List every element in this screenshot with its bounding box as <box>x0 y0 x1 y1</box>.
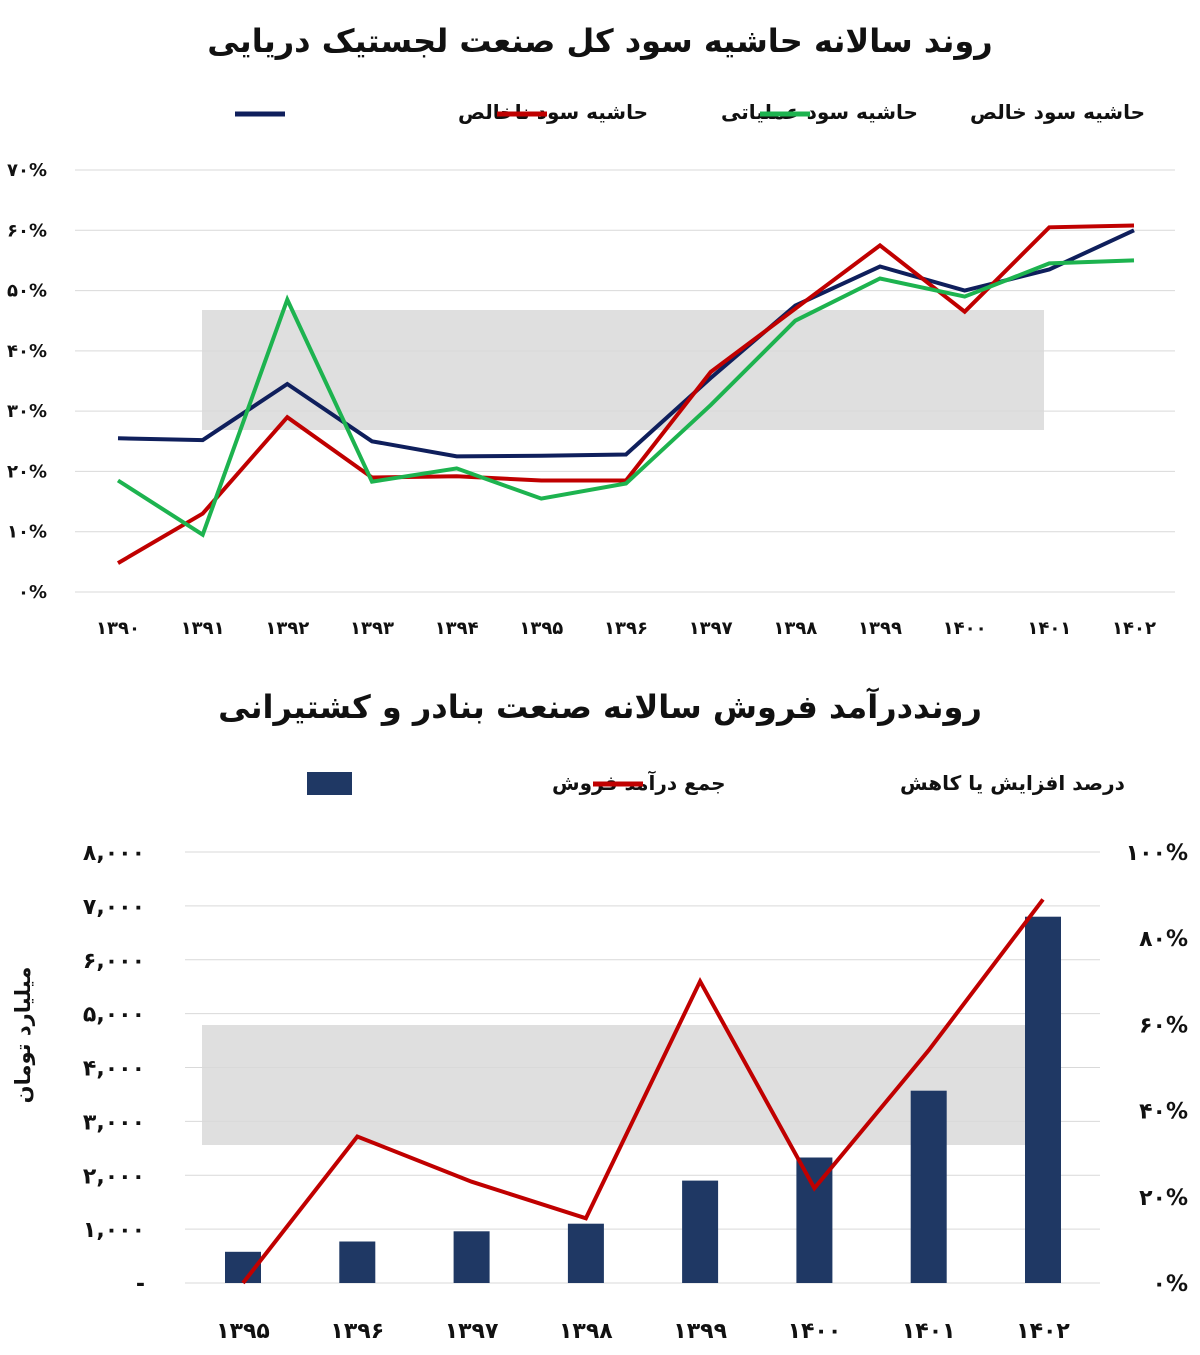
chart1-series-line-1 <box>116 223 1135 565</box>
chart2-bar <box>1025 916 1061 1283</box>
chart2-y-axis-label: میلیارد تومان <box>11 967 35 1104</box>
chart1-legend-label-gross: حاشیه سود ناخالص <box>458 100 648 124</box>
chart2-y2-tick-label: ۸۰% <box>1139 927 1188 952</box>
chart1-watermark <box>202 310 1044 430</box>
chart2-y-tick-label: ۴,۰۰۰ <box>83 1057 145 1082</box>
chart2-y-tick-label: ۳,۰۰۰ <box>83 1110 145 1135</box>
chart2-bar <box>682 1180 719 1283</box>
chart1-x-tick-label: ۱۴۰۱ <box>1027 618 1071 639</box>
chart1-y-tick-label: ۷۰% <box>7 160 47 181</box>
chart2-legend: جمع درآمد فروش درصد افزایش یا کاهش <box>307 770 1125 795</box>
chart1-legend-label-operating: حاشیه سود عملیاتی <box>721 100 918 124</box>
chart1-x-tick-label: ۱۳۹۸ <box>773 618 817 639</box>
chart1-title: روند سالانه حاشیه سود کل صنعت لجستیک دری… <box>207 22 992 60</box>
chart1-x-tick-label: ۱۳۹۰ <box>96 618 140 639</box>
chart2-y-tick-label: ۱,۰۰۰ <box>83 1218 145 1243</box>
chart1-y-tick-label: ۵۰% <box>7 281 47 302</box>
chart2-x-tick-label: ۱۴۰۱ <box>902 1319 956 1344</box>
chart2-bar <box>567 1223 604 1283</box>
chart2-legend-label-change: درصد افزایش یا کاهش <box>900 771 1125 795</box>
chart2-x-tick-label: ۱۴۰۲ <box>1016 1319 1070 1344</box>
chart1-x-tick-label: ۱۴۰۰ <box>943 618 987 639</box>
chart2-bar <box>339 1241 376 1283</box>
chart1-gridlines <box>75 169 1175 593</box>
chart1-x-tick-label: ۱۳۹۹ <box>858 618 902 639</box>
chart2-bar <box>796 1157 833 1283</box>
chart1-y-tick-label: ۰% <box>18 582 47 603</box>
chart2-x-tick-label: ۱۳۹۵ <box>216 1319 270 1344</box>
chart1-y-tick-label: ۲۰% <box>7 461 47 482</box>
chart1-y-tick-label: ۱۰% <box>7 522 47 543</box>
chart1-series <box>116 223 1135 565</box>
chart2-y-tick-label: - <box>136 1272 145 1297</box>
chart1-x-axis: ۱۳۹۰ ۱۳۹۱ ۱۳۹۲ ۱۳۹۳ ۱۳۹۴ ۱۳۹۵ ۱۳۹۶ ۱۳۹۷ ۱۳۹۸ ۱۳۹۹… <box>96 618 1156 639</box>
chart2-y2-tick-label: ۴۰% <box>1139 1100 1188 1125</box>
chart1-y-tick-label: ۳۰% <box>7 401 47 422</box>
chart2-y-tick-label: ۸,۰۰۰ <box>83 841 145 866</box>
chart2-legend-swatch-revenue <box>307 772 352 795</box>
chart1-x-tick-label: ۱۳۹۲ <box>265 618 309 639</box>
chart1-x-tick-label: ۱۳۹۴ <box>435 618 479 639</box>
chart2-watermark-band <box>202 1025 1044 1145</box>
chart1-watermark-band <box>202 310 1044 430</box>
chart1-x-tick-label: ۱۳۹۱ <box>181 618 225 639</box>
chart1-x-tick-label: ۱۴۰۲ <box>1112 618 1156 639</box>
chart2-x-tick-label: ۱۳۹۹ <box>673 1319 727 1344</box>
chart2-bar <box>910 1090 947 1283</box>
chart2-x-axis: ۱۳۹۵ ۱۳۹۶ ۱۳۹۷ ۱۳۹۸ ۱۳۹۹ ۱۴۰۰ ۱۴۰۱ ۱۴۰۲ <box>216 1319 1070 1344</box>
chart2-y-tick-label: ۲,۰۰۰ <box>83 1164 145 1189</box>
chart2-y-tick-label: ۷,۰۰۰ <box>83 895 145 920</box>
chart2-y-axis: - ۱,۰۰۰ ۲,۰۰۰ ۳,۰۰۰ ۴,۰۰۰ ۵,۰۰۰ ۶,۰۰۰ ۷,۰۰۰ ۸,۰۰… <box>83 841 145 1297</box>
chart2-change-line <box>241 898 1045 1285</box>
chart2-title: رونددرآمد فروش سالانه صنعت بنادر و کشتیر… <box>218 687 982 726</box>
chart1-legend-label-net: حاشیه سود خالص <box>970 100 1145 124</box>
chart1-series-line-0 <box>117 228 1135 459</box>
chart2-change-polyline <box>241 898 1045 1285</box>
chart2-y2-axis: ۰% ۲۰% ۴۰% ۶۰% ۸۰% ۱۰۰% <box>1126 841 1188 1297</box>
chart2-y-tick-label: ۶,۰۰۰ <box>83 949 145 974</box>
chart2-y2-tick-label: ۶۰% <box>1139 1013 1188 1038</box>
chart1-series-line-2 <box>116 258 1135 538</box>
chart1-x-tick-label: ۱۳۹۳ <box>350 618 394 639</box>
chart2-gridlines <box>185 851 1100 1284</box>
chart2-watermark <box>202 1025 1044 1145</box>
chart2-bar <box>453 1231 490 1283</box>
chart1-y-tick-label: ۶۰% <box>7 220 47 241</box>
chart1-legend: حاشیه سود ناخالص حاشیه سود عملیاتی حاشیه… <box>235 100 1145 124</box>
chart1-y-tick-label: ۴۰% <box>7 341 47 362</box>
chart2-y-tick-label: ۵,۰۰۰ <box>83 1003 145 1028</box>
chart1-x-tick-label: ۱۳۹۷ <box>689 618 733 639</box>
chart2-x-tick-label: ۱۳۹۶ <box>330 1319 384 1344</box>
chart1-x-tick-label: ۱۳۹۵ <box>519 618 563 639</box>
chart2-y2-tick-label: ۲۰% <box>1139 1186 1188 1211</box>
chart2-y2-tick-label: ۱۰۰% <box>1126 841 1188 866</box>
chart2-y2-tick-label: ۰% <box>1153 1272 1188 1297</box>
chart1-x-tick-label: ۱۳۹۶ <box>604 618 648 639</box>
chart1-y-axis: ۰% ۱۰% ۲۰% ۳۰% ۴۰% ۵۰% ۶۰% ۷۰% <box>7 160 47 603</box>
chart2-x-tick-label: ۱۴۰۰ <box>788 1319 842 1344</box>
chart2-x-tick-label: ۱۳۹۸ <box>559 1319 613 1344</box>
chart2-bars <box>225 916 1061 1283</box>
chart2-x-tick-label: ۱۳۹۷ <box>445 1319 499 1344</box>
